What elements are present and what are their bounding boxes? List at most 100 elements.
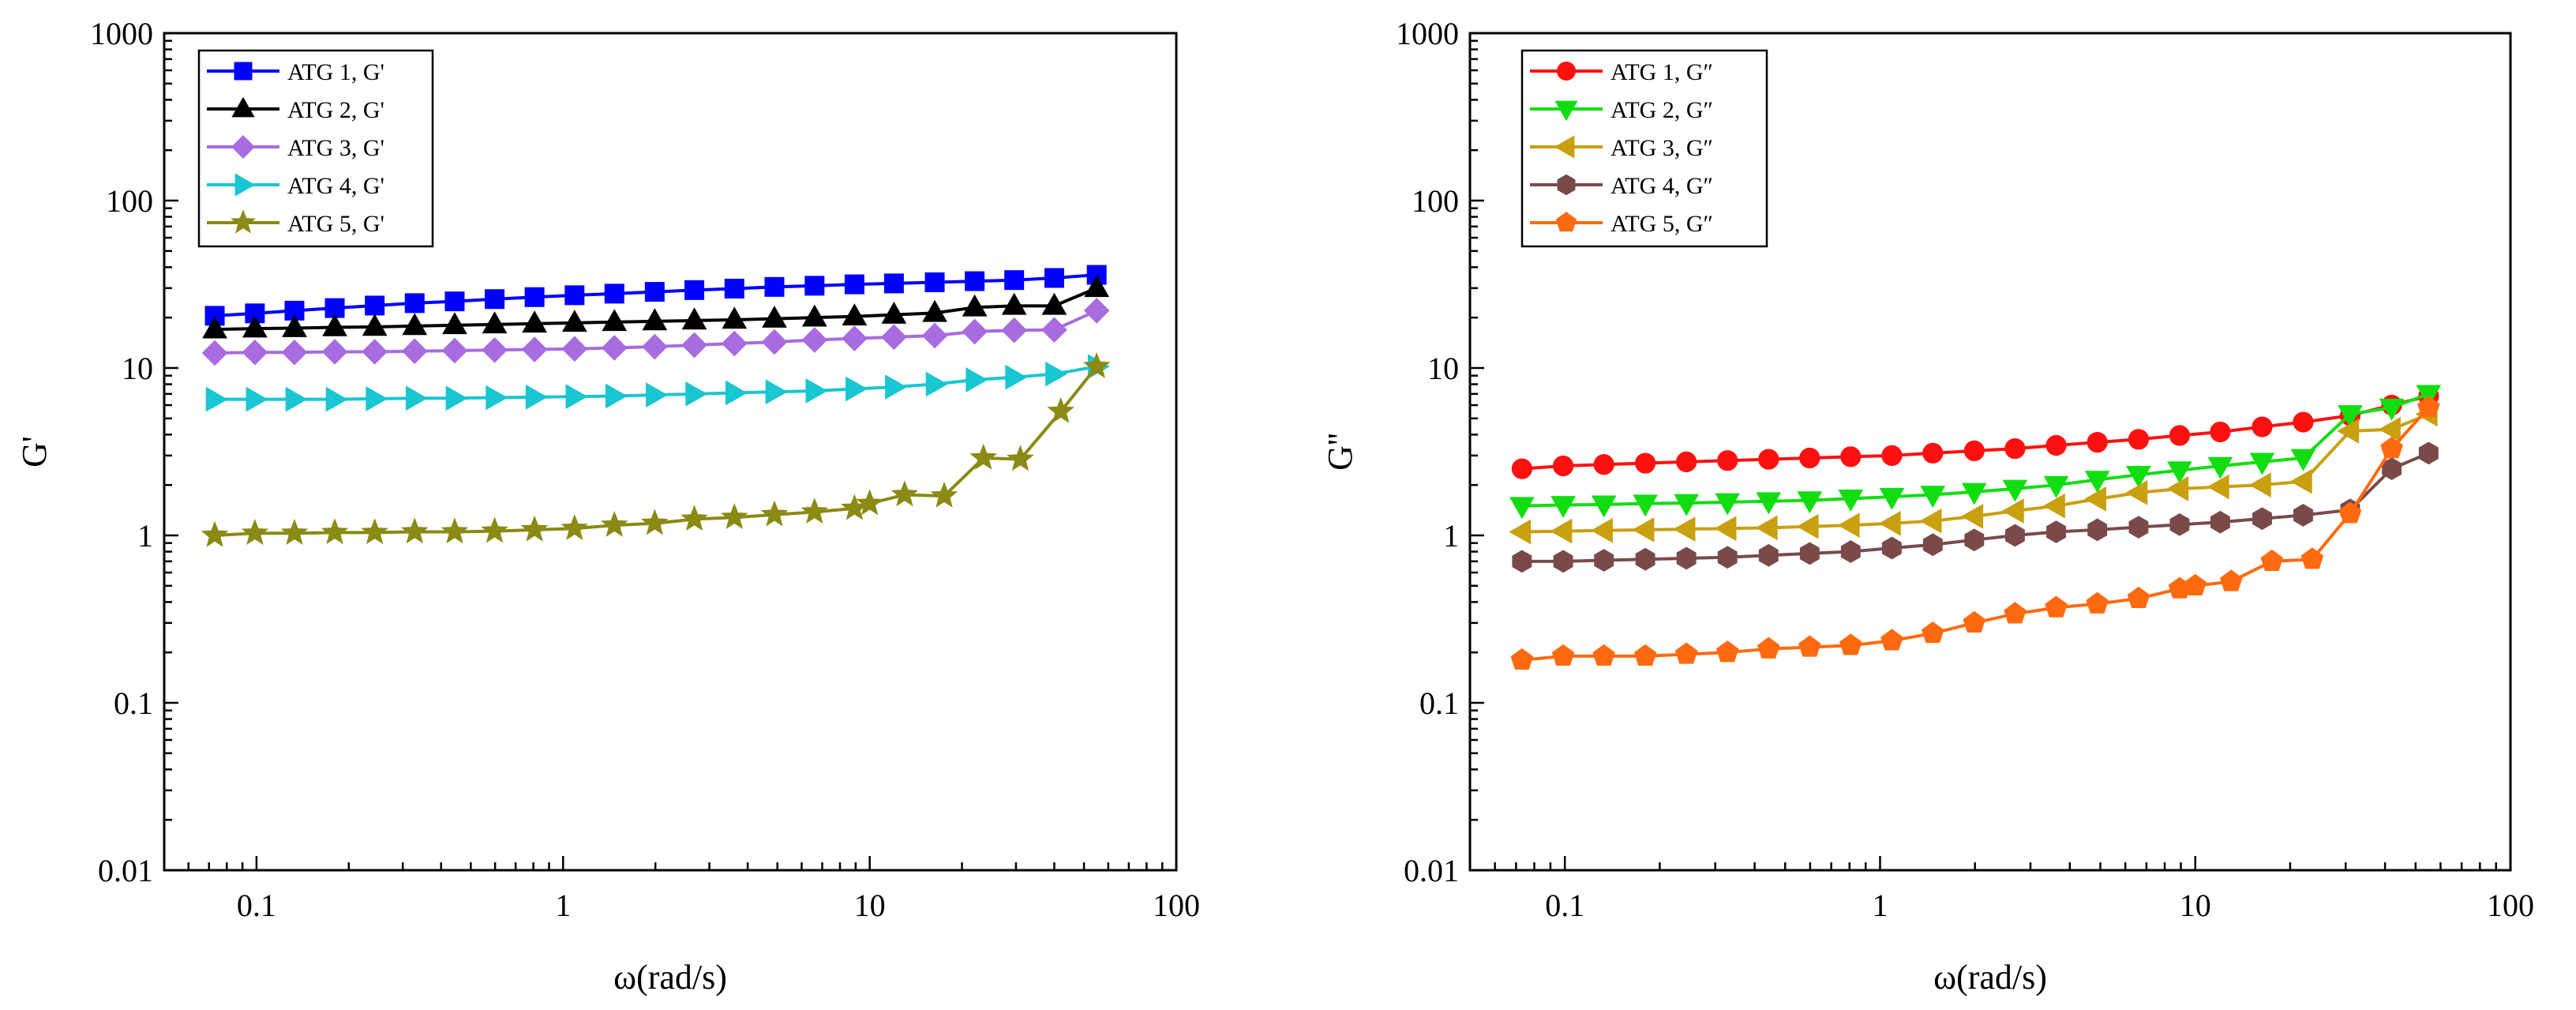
x-tick-label: 100 xyxy=(2487,888,2534,923)
data-point xyxy=(801,327,828,353)
data-point xyxy=(600,510,628,537)
data-point xyxy=(1593,454,1614,475)
data-point xyxy=(362,314,388,336)
data-point xyxy=(924,272,945,292)
data-point xyxy=(883,273,904,294)
legend-label: ATG 3, G' xyxy=(287,135,384,161)
data-point xyxy=(482,336,508,363)
data-point xyxy=(2207,474,2229,500)
data-point xyxy=(1758,543,1779,567)
data-point xyxy=(1758,449,1779,470)
data-point xyxy=(1001,292,1027,315)
legend-swatch-marker xyxy=(1554,135,1575,159)
data-point xyxy=(1674,642,1698,664)
data-point xyxy=(522,310,547,333)
data-point xyxy=(724,278,744,298)
data-point xyxy=(482,311,508,334)
data-point xyxy=(2184,573,2207,595)
data-point xyxy=(1963,440,1985,462)
data-point xyxy=(1922,533,1943,557)
data-point xyxy=(441,517,469,544)
data-point xyxy=(1511,458,1532,479)
data-point xyxy=(722,306,748,329)
y-tick-label: 0.01 xyxy=(1404,853,1459,888)
plot-frame xyxy=(1468,32,2512,872)
data-point xyxy=(2252,416,2273,437)
data-point xyxy=(2300,547,2324,569)
data-point xyxy=(325,386,348,412)
legend-swatch-marker xyxy=(1554,100,1578,122)
data-point xyxy=(2128,429,2150,450)
data-point xyxy=(2293,411,2314,433)
legend-label: ATG 1, G' xyxy=(287,59,384,85)
data-point xyxy=(805,378,828,404)
data-point xyxy=(846,376,868,402)
legend-label: ATG 4, G″ xyxy=(1610,173,1713,199)
legend-label: ATG 1, G″ xyxy=(1610,59,1713,85)
data-point xyxy=(1799,542,1820,565)
data-point xyxy=(1553,550,1573,573)
data-point xyxy=(2418,441,2439,465)
y-tick-label: 0.01 xyxy=(98,853,153,888)
data-point xyxy=(1879,487,1905,510)
data-point xyxy=(525,385,548,410)
data-point xyxy=(201,340,228,366)
data-point xyxy=(565,384,588,410)
data-point xyxy=(2045,595,2068,618)
data-point xyxy=(1591,517,1613,543)
data-point xyxy=(1510,648,1534,670)
legend-label: ATG 2, G″ xyxy=(1610,97,1713,123)
legend-swatch-marker xyxy=(234,173,256,197)
legend-swatch-marker xyxy=(231,96,255,118)
data-point xyxy=(605,383,628,409)
data-point xyxy=(1838,490,1864,512)
data-point xyxy=(2167,461,2192,484)
data-point xyxy=(281,339,308,366)
data-point xyxy=(1964,528,1985,552)
data-point xyxy=(1717,546,1738,569)
legend-label: ATG 5, G' xyxy=(287,211,384,237)
data-point xyxy=(365,295,385,316)
data-point xyxy=(646,382,668,408)
data-point xyxy=(1756,492,1782,515)
data-point xyxy=(485,289,505,310)
data-point xyxy=(1715,640,1739,663)
data-point xyxy=(1921,621,1944,644)
data-point xyxy=(2001,498,2024,524)
data-point xyxy=(1084,275,1110,298)
data-point xyxy=(2045,434,2067,456)
data-point xyxy=(842,325,868,351)
x-tick-label: 1 xyxy=(1872,888,1888,923)
data-point xyxy=(361,518,388,545)
data-point xyxy=(881,301,907,324)
data-point xyxy=(2042,493,2065,519)
data-point xyxy=(321,518,349,545)
data-point xyxy=(969,443,998,470)
data-point xyxy=(2086,591,2109,614)
data-point xyxy=(1961,503,1984,529)
data-point xyxy=(1878,510,1901,536)
data-point xyxy=(604,283,624,304)
x-tick-label: 0.1 xyxy=(1545,888,1584,923)
data-point xyxy=(1839,633,1862,655)
plot-frame xyxy=(163,32,1178,872)
data-point xyxy=(1880,629,1903,651)
data-point xyxy=(1922,442,1944,464)
data-point xyxy=(2379,398,2405,421)
data-point xyxy=(644,282,665,302)
legend-swatch-marker xyxy=(1557,174,1576,196)
data-point xyxy=(282,314,307,337)
data-point xyxy=(1550,518,1573,544)
data-point xyxy=(1592,644,1615,666)
data-point xyxy=(2046,520,2066,543)
data-point xyxy=(2084,471,2110,494)
data-point xyxy=(1676,451,1697,472)
data-point xyxy=(2378,416,2401,442)
data-point xyxy=(760,500,789,527)
data-point xyxy=(842,303,868,326)
data-point xyxy=(762,305,787,328)
data-point xyxy=(205,386,228,412)
data-point xyxy=(444,291,465,312)
data-point xyxy=(442,312,467,335)
